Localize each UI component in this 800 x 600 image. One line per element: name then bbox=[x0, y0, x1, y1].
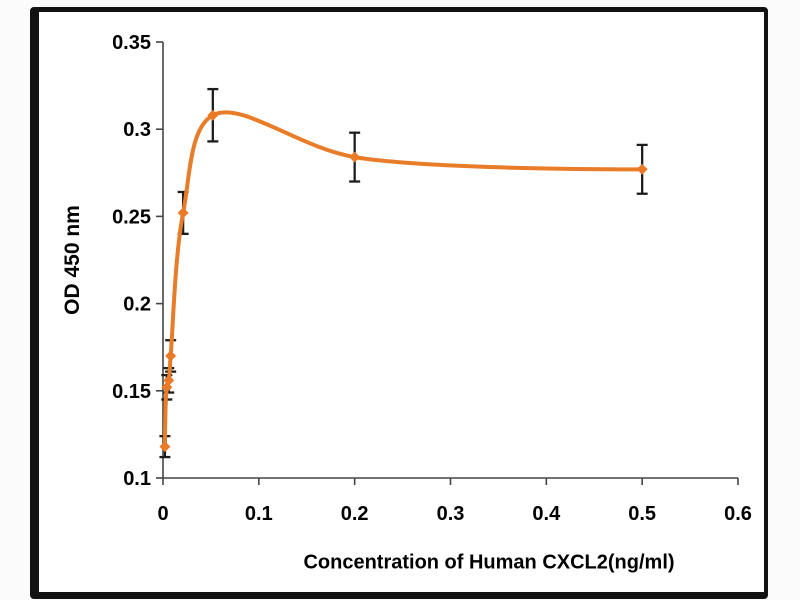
svg-text:0: 0 bbox=[157, 503, 168, 525]
svg-text:0.15: 0.15 bbox=[112, 381, 151, 403]
y-axis-title: OD 450 nm bbox=[61, 205, 84, 315]
svg-text:0.3: 0.3 bbox=[123, 119, 151, 141]
svg-text:0.3: 0.3 bbox=[437, 503, 465, 525]
svg-text:0.5: 0.5 bbox=[628, 503, 656, 525]
standard-curve-chart: 0.1 0.15 0.2 0.25 0.3 0.35 0 0.1 0.2 0.3 0.4 0.5 0.6 bbox=[112, 32, 752, 525]
svg-text:0.2: 0.2 bbox=[341, 503, 369, 525]
svg-text:0.35: 0.35 bbox=[112, 32, 151, 54]
svg-text:0.6: 0.6 bbox=[724, 503, 752, 525]
svg-text:0.2: 0.2 bbox=[123, 294, 151, 316]
svg-text:0.1: 0.1 bbox=[245, 503, 273, 525]
svg-text:0.1: 0.1 bbox=[123, 468, 151, 490]
svg-text:0.4: 0.4 bbox=[532, 503, 561, 525]
x-axis-title: Concentration of Human CXCL2(ng/ml) bbox=[303, 551, 675, 574]
svg-text:0.25: 0.25 bbox=[112, 206, 151, 228]
chart-frame: 0.1 0.15 0.2 0.25 0.3 0.35 0 0.1 0.2 0.3 0.4 0.5 0.6… bbox=[30, 7, 768, 599]
